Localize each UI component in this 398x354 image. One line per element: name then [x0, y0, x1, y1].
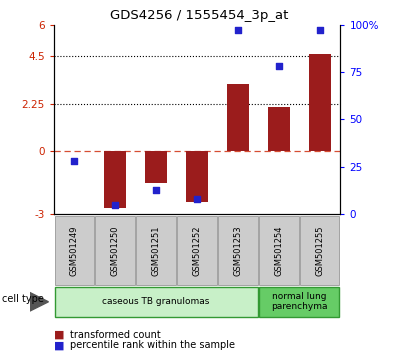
Point [71, 158, 77, 164]
Text: caseous TB granulomas: caseous TB granulomas [102, 297, 210, 306]
Bar [104, 151, 127, 208]
Text: percentile rank within the sample: percentile rank within the sample [70, 340, 235, 350]
Text: normal lung
parenchyma: normal lung parenchyma [271, 292, 328, 312]
Bar [227, 84, 249, 151]
Text: GDS4256 / 1555454_3p_at: GDS4256 / 1555454_3p_at [110, 9, 288, 22]
Bar [145, 151, 167, 183]
Point [235, 28, 241, 33]
Polygon shape [30, 292, 49, 311]
Bar [308, 54, 331, 151]
Point [153, 187, 159, 192]
Point [194, 196, 200, 202]
Point [112, 202, 118, 207]
Text: GSM501253: GSM501253 [234, 225, 242, 276]
Bar [267, 107, 290, 151]
Text: GSM501251: GSM501251 [152, 225, 160, 276]
Text: GSM501249: GSM501249 [70, 225, 79, 276]
Text: cell type: cell type [2, 294, 44, 304]
Text: GSM501250: GSM501250 [111, 225, 120, 276]
Text: transformed count: transformed count [70, 330, 160, 339]
Text: GSM501255: GSM501255 [315, 225, 324, 276]
Text: ■: ■ [54, 330, 64, 339]
Point [276, 64, 282, 69]
Point [317, 28, 323, 33]
Bar [63, 150, 86, 151]
Text: GSM501252: GSM501252 [193, 225, 201, 276]
Text: GSM501254: GSM501254 [274, 225, 283, 276]
Text: ■: ■ [54, 340, 64, 350]
Bar [186, 151, 208, 201]
